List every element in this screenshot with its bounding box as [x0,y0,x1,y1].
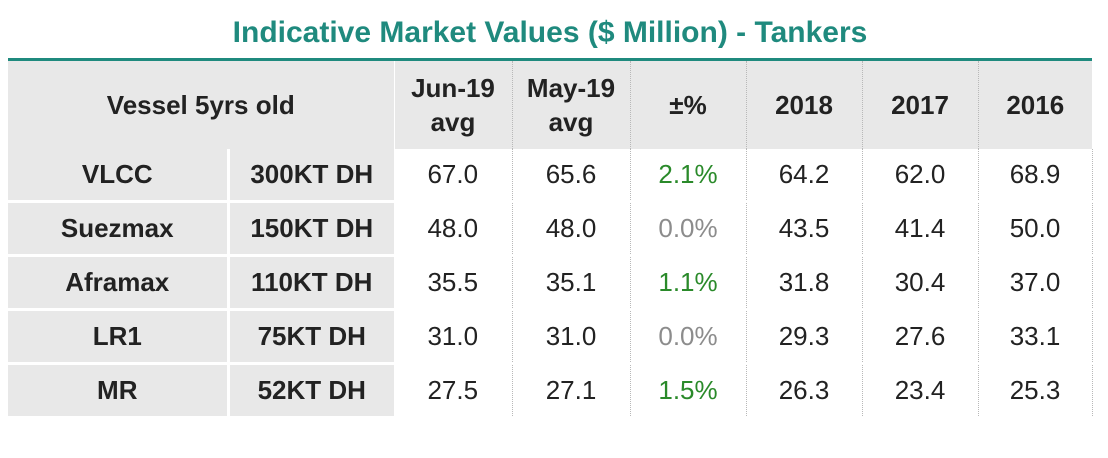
year-2017-header: 2017 [862,61,979,149]
header-row: Vessel 5yrs old Jun-19 avg May-19 avg ±%… [8,61,1092,149]
year-2018-value-cell: 26.3 [746,363,863,419]
may-19-header: May-19 avg [512,61,631,149]
may-19-value-cell: 48.0 [512,201,631,257]
year-2016-value-cell: 33.1 [978,309,1093,365]
vessel-size-cell: 300KT DH [228,149,394,203]
may-19-value-cell: 35.1 [512,255,631,311]
vessel-size-cell: 110KT DH [228,255,394,311]
vessel-size-cell: 150KT DH [228,201,394,257]
may-19-value-cell: 31.0 [512,309,631,365]
vessel-type-cell: VLCC [8,149,230,203]
market-values-table: Vessel 5yrs old Jun-19 avg May-19 avg ±%… [8,61,1093,419]
change-value-cell: 0.0% [630,201,747,257]
market-values-panel: Indicative Market Values ($ Million) - T… [8,8,1093,419]
year-2016-value-cell: 68.9 [978,149,1093,203]
year-2018-value-cell: 64.2 [746,149,863,203]
year-2017-value-cell: 62.0 [862,149,979,203]
vessel-type-cell: MR [8,363,230,419]
table-title: Indicative Market Values ($ Million) - T… [8,8,1092,61]
change-value-cell: 2.1% [630,149,747,203]
jun-19-value-cell: 48.0 [394,201,513,257]
year-2016-header: 2016 [978,61,1092,149]
may-19-header-line1: May-19 [526,73,616,103]
may-19-value-cell: 27.1 [512,363,631,419]
year-2017-value-cell: 30.4 [862,255,979,311]
may-19-header-line2: avg [548,107,594,137]
year-2018-value-cell: 31.8 [746,255,863,311]
vessel-size-cell: 52KT DH [228,363,394,419]
year-2017-value-cell: 41.4 [862,201,979,257]
year-2018-header: 2018 [746,61,863,149]
jun-19-header-line1: Jun-19 [411,73,495,103]
year-2017-value-cell: 23.4 [862,363,979,419]
vessel-type-cell: Suezmax [8,201,230,257]
jun-19-value-cell: 27.5 [394,363,513,419]
change-value-cell: 1.5% [630,363,747,419]
year-2018-value-cell: 43.5 [746,201,863,257]
vessel-type-cell: LR1 [8,309,230,365]
table-row: Suezmax 150KT DH 48.0 48.0 0.0% 43.5 41.4 50.0 [8,201,1093,257]
jun-19-value-cell: 35.5 [394,255,513,311]
vessel-size-cell: 75KT DH [228,309,394,365]
may-19-value-cell: 65.6 [512,149,631,203]
vessel-type-cell: Aframax [8,255,230,311]
change-header: ±% [630,61,747,149]
year-2017-value-cell: 27.6 [862,309,979,365]
jun-19-value-cell: 31.0 [394,309,513,365]
table-row: LR1 75KT DH 31.0 31.0 0.0% 29.3 27.6 33.1 [8,309,1093,365]
jun-19-header: Jun-19 avg [394,61,513,149]
year-2018-value-cell: 29.3 [746,309,863,365]
table-row: MR 52KT DH 27.5 27.1 1.5% 26.3 23.4 25.3 [8,363,1093,419]
jun-19-header-line2: avg [430,107,476,137]
vessel-header: Vessel 5yrs old [8,61,395,149]
change-value-cell: 1.1% [630,255,747,311]
table-row: Aframax 110KT DH 35.5 35.1 1.1% 31.8 30.4 37.0 [8,255,1093,311]
year-2016-value-cell: 25.3 [978,363,1093,419]
year-2016-value-cell: 37.0 [978,255,1093,311]
table-row: VLCC 300KT DH 67.0 65.6 2.1% 64.2 62.0 68.9 [8,149,1093,203]
year-2016-value-cell: 50.0 [978,201,1093,257]
change-value-cell: 0.0% [630,309,747,365]
jun-19-value-cell: 67.0 [394,149,513,203]
